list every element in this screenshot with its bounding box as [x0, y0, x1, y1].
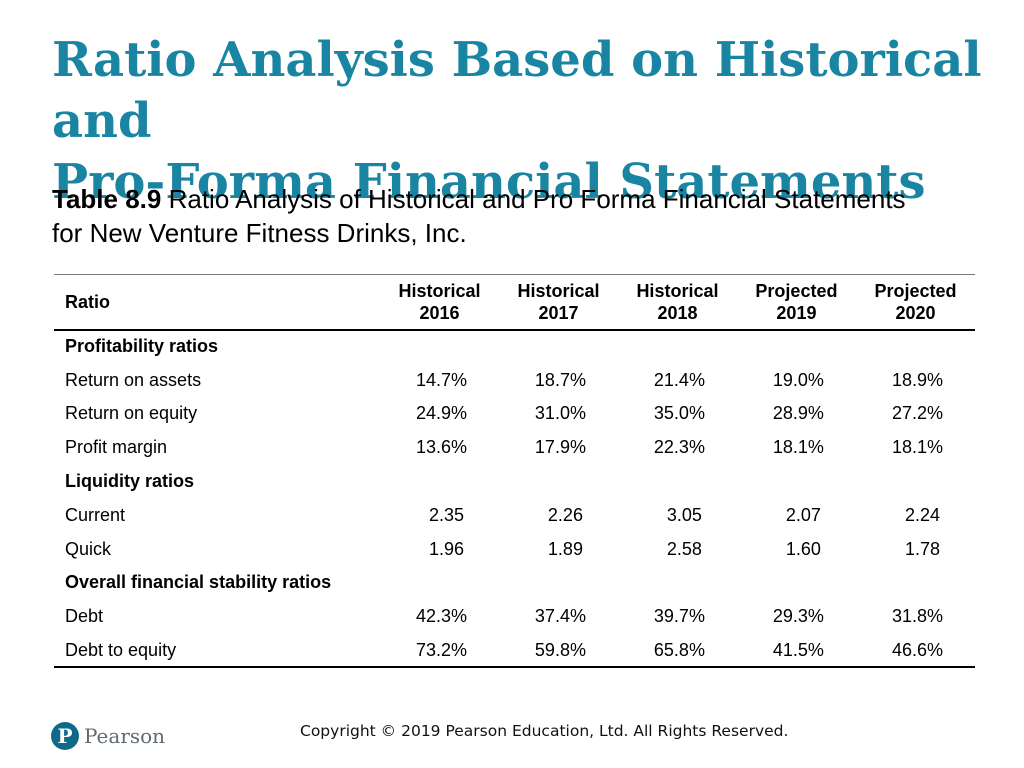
cell-value: 42.3%: [415, 606, 467, 627]
cell-value: 2.35: [428, 504, 464, 525]
table-row: Quick 1.96 1.89 2.58 1.60 1.78: [54, 532, 975, 566]
cell-value: 41.5%: [736, 633, 856, 669]
copyright-notice: Copyright © 2019 Pearson Education, Ltd.…: [300, 722, 789, 740]
header-col-2016: Historical 2016: [380, 274, 499, 331]
section-title: Profitability ratios: [65, 336, 219, 357]
cell-value: 29.3%: [772, 606, 824, 627]
cell-value: 18.9%: [891, 369, 943, 390]
cell-value: 21.4%: [653, 369, 705, 390]
section-row: Overall financial stability ratios: [54, 566, 975, 600]
row-label: Profit margin: [65, 437, 168, 458]
cell-value: 28.9%: [772, 403, 824, 424]
cell-value: 35.0%: [653, 403, 705, 424]
cell-value: 59.8%: [498, 633, 618, 669]
cell-value: 65.8%: [617, 633, 737, 669]
cell-value: 1.60: [785, 538, 821, 559]
ratio-table-header: Ratio Historical 2016 Historical 2017 Hist…: [54, 274, 975, 331]
row-label: Debt to equity: [54, 633, 380, 669]
table-row: Debt to equity 73.2% 59.8% 65.8% 41.5% 4…: [54, 633, 975, 669]
cell-value: 2.07: [785, 504, 821, 525]
header-col-2019-type: Projected: [755, 280, 838, 301]
cell-value: 1.96: [428, 538, 464, 559]
table-caption-text-line-1: Ratio Analysis of Historical and Pro For…: [161, 184, 906, 214]
ratio-table: Ratio Historical 2016 Historical 2017 Hist…: [54, 274, 975, 669]
header-col-2020-year: 2020: [895, 302, 936, 323]
slide-title-line-1: Ratio Analysis Based on Historical and: [52, 32, 982, 149]
slide-title-line-2: Pro-Forma Financial Statements: [52, 154, 926, 210]
cell-value: 27.2%: [891, 403, 943, 424]
section-row: Profitability ratios: [54, 330, 975, 364]
cell-value: 22.3%: [653, 437, 705, 458]
pearson-logo-icon: P: [51, 722, 79, 750]
table-caption-label: Table 8.9: [52, 184, 162, 214]
cell-value: 2.58: [666, 538, 702, 559]
table-row: Return on assets 14.7% 18.7% 21.4% 19.0%…: [54, 363, 975, 397]
header-col-2017-year: 2017: [538, 302, 579, 323]
header-col-2018: Historical 2018: [617, 274, 737, 331]
cell-value: 2.24: [904, 504, 940, 525]
section-title: Overall financial stability ratios: [65, 572, 332, 593]
section-row: Liquidity ratios: [54, 465, 975, 499]
pearson-logo: P Pearson: [51, 720, 165, 752]
header-col-2020: Projected 2020: [855, 274, 975, 331]
pearson-wordmark: Pearson: [84, 724, 166, 748]
table-row: Current 2.35 2.26 3.05 2.07 2.24: [54, 498, 975, 532]
cell-value: 18.1%: [891, 437, 943, 458]
cell-value: 37.4%: [534, 606, 586, 627]
header-col-2018-year: 2018: [657, 302, 698, 323]
cell-value: 39.7%: [653, 606, 705, 627]
section-title: Liquidity ratios: [65, 471, 195, 492]
cell-value: 19.0%: [772, 369, 824, 390]
table-row: Return on equity 24.9% 31.0% 35.0% 28.9%…: [54, 397, 975, 431]
cell-value: 31.0%: [534, 403, 586, 424]
table-caption: Table 8.9 Ratio Analysis of Historical a…: [52, 182, 1002, 250]
header-col-2016-year: 2016: [419, 302, 460, 323]
row-label: Debt: [65, 606, 104, 627]
cell-value: 1.78: [904, 538, 940, 559]
header-col-2019-year: 2019: [776, 302, 817, 323]
cell-value: 14.7%: [415, 369, 467, 390]
header-col-2017: Historical 2017: [498, 274, 618, 331]
header-ratio: Ratio: [54, 274, 380, 331]
row-label: Quick: [65, 538, 112, 559]
cell-value: 18.7%: [534, 369, 586, 390]
table-row: Profit margin 13.6% 17.9% 22.3% 18.1% 18…: [54, 431, 975, 465]
cell-value: 24.9%: [415, 403, 467, 424]
header-col-2019: Projected 2019: [736, 274, 856, 331]
cell-value: 17.9%: [534, 437, 586, 458]
cell-value: 2.26: [547, 504, 583, 525]
row-label: Return on equity: [65, 403, 198, 424]
cell-value: 18.1%: [772, 437, 824, 458]
ratio-table-body: Profitability ratios Return on assets 14…: [54, 330, 975, 669]
cell-value: 13.6%: [415, 437, 467, 458]
table-caption-text-line-2: for New Venture Fitness Drinks, Inc.: [52, 218, 467, 248]
slide-title: Ratio Analysis Based on Historical and P…: [52, 30, 992, 213]
header-col-2020-type: Projected: [874, 280, 957, 301]
table-row: Debt 42.3% 37.4% 39.7% 29.3% 31.8%: [54, 600, 975, 634]
cell-value: 3.05: [666, 504, 702, 525]
cell-value: 46.6%: [855, 633, 975, 669]
header-col-2017-type: Historical: [517, 280, 600, 301]
header-col-2016-type: Historical: [398, 280, 481, 301]
header-col-2018-type: Historical: [636, 280, 719, 301]
header-row: Ratio Historical 2016 Historical 2017 Hist…: [54, 274, 975, 331]
cell-value: 73.2%: [380, 633, 499, 669]
row-label: Return on assets: [65, 369, 202, 390]
row-label: Current: [65, 504, 126, 525]
cell-value: 31.8%: [891, 606, 943, 627]
cell-value: 1.89: [547, 538, 583, 559]
